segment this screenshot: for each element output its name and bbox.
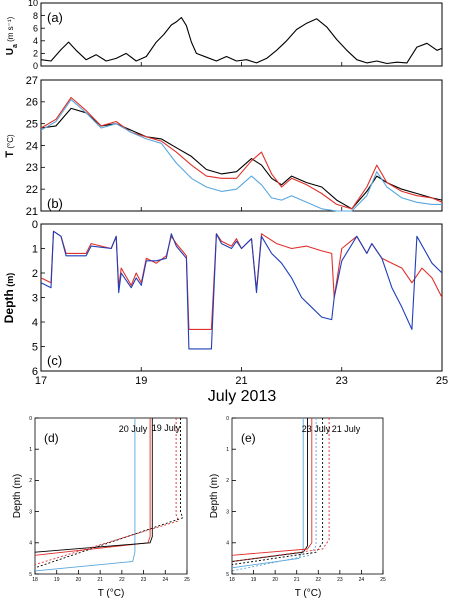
- panel-d-xtick-label: 23: [141, 577, 147, 583]
- panel-e-series-red-line: [231, 418, 313, 556]
- panel-c-xtick-label: 19: [135, 375, 147, 387]
- panel-a-ytick-label: 10: [28, 0, 38, 8]
- panel-b-series-blue-line: [40, 99, 442, 212]
- panel-c-ytick-label: 3: [32, 292, 38, 304]
- panel-e-ylabel: Depth (m): [209, 474, 220, 518]
- panel-b-ytick-label: 24: [26, 140, 38, 152]
- panel-d-series-red-dashed-line: [34, 418, 179, 566]
- panel-c-ytick-label: 6: [32, 366, 38, 378]
- panel-b-plot: 21 22 23 24 25 26 27: [26, 75, 443, 218]
- panel-e-xtick-label: 25: [380, 577, 386, 583]
- panel-b-series-black-line: [40, 107, 443, 210]
- panel-e-xtick-label: 24: [359, 577, 365, 583]
- panel-b-ytick-label: 25: [26, 119, 38, 131]
- panel-d-series-black-dashed-line: [34, 418, 184, 569]
- panel-d-ytick-label: 1: [29, 447, 32, 453]
- panel-c-letter: (c): [47, 353, 62, 368]
- panel-d-xtick-label: 24: [163, 577, 169, 583]
- panel-e-series-blue-line: [231, 418, 304, 569]
- panel-e-ytick-label: 5: [226, 572, 229, 578]
- panel-e-letter: (e): [241, 431, 256, 445]
- panel-c-ytick-label: 4: [32, 317, 38, 329]
- panel-b-ytick-label: 26: [26, 97, 38, 109]
- panel-b-letter: (b): [47, 196, 63, 211]
- panel-a-plot: 0 2 4 6 8 10: [28, 0, 443, 71]
- panel-d-ylabel: Depth (m): [12, 474, 23, 518]
- panel-d-date-label-2: 19 July: [152, 423, 181, 433]
- panel-e-xtick-label: 20: [272, 577, 278, 583]
- panel-b-ytick-label: 27: [26, 75, 38, 87]
- panel-c-xtick-label: 25: [436, 375, 448, 387]
- panel-e-xtick-label: 23: [337, 577, 343, 583]
- panel-b-ytick-label: 21: [26, 206, 38, 218]
- panel-e-ytick-label: 0: [226, 416, 229, 422]
- panel-d-xtick-label: 18: [32, 577, 38, 583]
- panel-c-xtick-label: 21: [235, 375, 247, 387]
- panel-e-date-label-2: 21 July: [332, 424, 361, 434]
- panel-e-xtick-label: 21: [294, 577, 300, 583]
- shared-xlabel: July 2013: [208, 388, 277, 405]
- panel-b-ytick-label: 22: [26, 184, 38, 196]
- panel-a-ytick-label: 8: [33, 11, 38, 21]
- panel-d-xlabel: T (°C): [98, 588, 125, 599]
- panel-c-ytick-label: 1: [32, 243, 38, 255]
- panel-e-xtick-label: 22: [316, 577, 322, 583]
- panel-a-ytick-label: 0: [33, 61, 38, 71]
- panel-c-xtick-label: 23: [336, 375, 348, 387]
- panel-e-series-red-dashed-line: [231, 418, 330, 562]
- panel-a-ytick-label: 4: [33, 36, 38, 46]
- panel-d-ytick-label: 3: [29, 509, 32, 515]
- panel-e-date-label-1: 23 July: [302, 424, 331, 434]
- panel-d-letter: (d): [44, 431, 59, 445]
- panel-d-xtick-label: 21: [97, 577, 103, 583]
- panel-b-series-red-line: [40, 96, 443, 210]
- panel-a-series-black-line: [40, 16, 443, 65]
- panel-d-ytick-label: 5: [29, 572, 32, 578]
- panel-d-ytick-label: 2: [29, 478, 32, 484]
- panel-e-xlabel: T (°C): [295, 588, 322, 599]
- panel-a-ytick-label: 2: [33, 49, 38, 59]
- panel-c-series-red-line: [40, 230, 443, 330]
- panel-c-ytick-label: 5: [32, 341, 38, 353]
- panel-e-xtick-label: 19: [251, 577, 257, 583]
- panel-d-date-label-1: 20 July: [119, 424, 148, 434]
- panel-a-ytick-label: 6: [33, 23, 38, 33]
- panel-c-ytick-label: 0: [32, 219, 38, 231]
- panel-d-ytick-label: 4: [29, 541, 32, 547]
- panel-e-series-blue-dashed-line: [231, 418, 317, 572]
- panel-c-ylabel: Depth (m): [2, 273, 16, 324]
- panel-a-ylabel: Ua (m s⁻¹): [5, 16, 19, 55]
- panel-d-xtick-label: 20: [76, 577, 82, 583]
- panel-a-letter: (a): [47, 10, 63, 25]
- panel-e-ytick-label: 1: [226, 447, 229, 453]
- panel-e-ytick-label: 4: [226, 541, 229, 547]
- panel-c-series-navy-line: [40, 230, 443, 350]
- panel-b-ylabel: T (°C): [4, 134, 16, 158]
- panel-d-xtick-label: 22: [119, 577, 125, 583]
- panel-b-frame: [40, 79, 443, 212]
- panel-e-xtick-label: 18: [229, 577, 235, 583]
- panel-d-ytick-label: 0: [29, 416, 32, 422]
- panel-c-ytick-label: 2: [32, 268, 38, 280]
- panel-d-xtick-label: 25: [184, 577, 190, 583]
- panel-b-ytick-label: 23: [26, 162, 38, 174]
- panel-e-ytick-label: 3: [226, 509, 229, 515]
- panel-d-series-blue-line: [34, 418, 136, 572]
- panel-e-ytick-label: 2: [226, 478, 229, 484]
- panel-d-xtick-label: 19: [54, 577, 60, 583]
- panel-c-xtick-label: 17: [35, 375, 47, 387]
- panel-a-frame: [40, 2, 443, 67]
- panel-d-frame: [34, 417, 188, 575]
